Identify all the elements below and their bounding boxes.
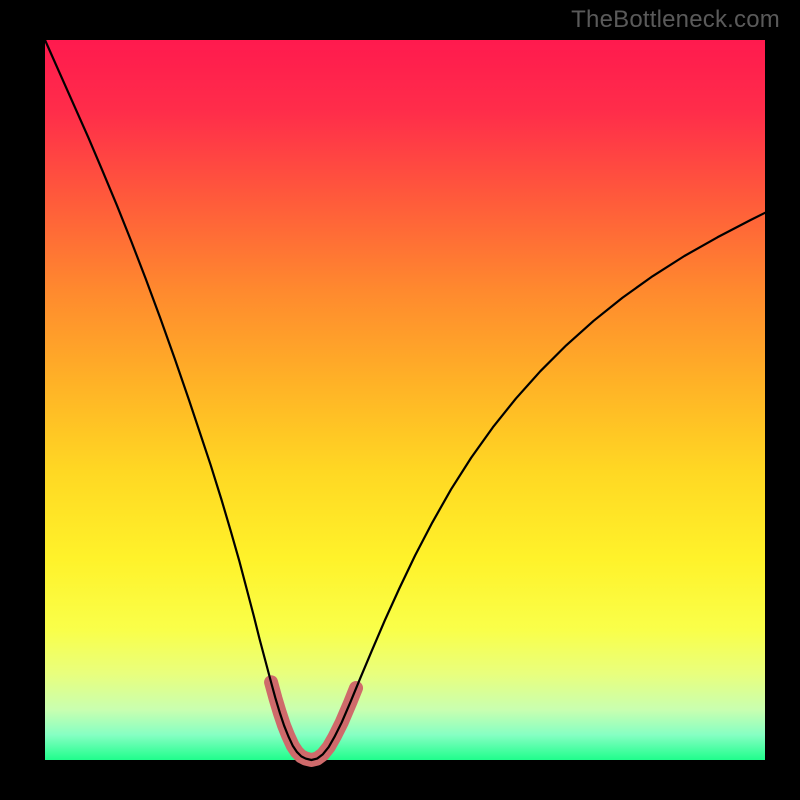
plot-svg-layer xyxy=(45,40,765,760)
bottleneck-curve-path xyxy=(45,40,765,760)
watermark-text: TheBottleneck.com xyxy=(571,6,780,34)
plot-area xyxy=(45,40,765,760)
chart-root: TheBottleneck.com xyxy=(0,0,800,800)
